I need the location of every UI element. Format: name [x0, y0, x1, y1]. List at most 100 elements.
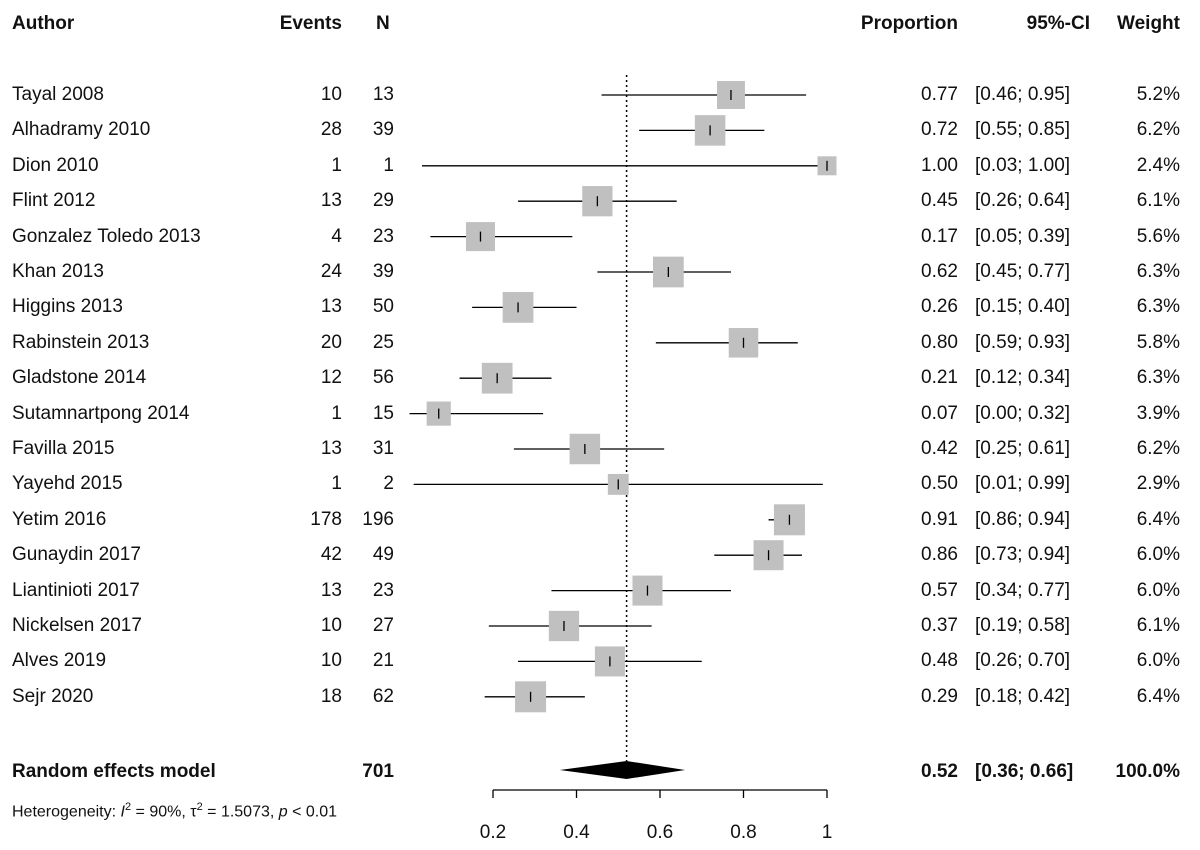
study-proportion: 0.07 [921, 402, 958, 424]
study-ci: [0.03; 1.00] [975, 154, 1071, 176]
summary-proportion: 0.52 [921, 761, 958, 782]
study-proportion: 0.86 [921, 544, 958, 566]
het-prefix: Heterogeneity: [12, 803, 121, 821]
het-i2-value: = 90%, [131, 803, 191, 821]
study-author: Sutamnartpong 2014 [12, 402, 190, 424]
study-n: 196 [362, 508, 394, 530]
heterogeneity-text: Heterogeneity: I2 = 90%, τ2 = 1.5073, p … [12, 796, 337, 823]
study-ci: [0.45; 0.77] [975, 261, 1071, 282]
study-author: Gladstone 2014 [12, 367, 147, 389]
het-tau-value: = 1.5073, [202, 803, 279, 821]
study-n: 50 [372, 296, 394, 318]
study-n: 29 [372, 190, 394, 212]
study-n: 25 [372, 331, 394, 353]
study-ci: [0.59; 0.93] [975, 331, 1071, 353]
study-events: 1 [331, 473, 342, 495]
study-n: 31 [372, 438, 394, 459]
study-weight: 6.2% [1136, 119, 1180, 141]
study-n: 23 [372, 579, 394, 601]
study-ci: [0.05; 0.39] [975, 225, 1071, 247]
study-weight: 6.3% [1136, 367, 1180, 389]
study-ci: [0.15; 0.40] [975, 296, 1071, 318]
study-n: 56 [372, 367, 394, 389]
study-n: 23 [372, 225, 394, 247]
study-proportion: 0.17 [921, 225, 958, 247]
x-tick-label: 0.4 [563, 822, 590, 843]
study-events: 13 [320, 438, 342, 459]
study-n: 27 [372, 615, 394, 636]
study-weight: 6.4% [1136, 508, 1180, 530]
study-proportion: 0.77 [921, 84, 958, 105]
het-tau-symbol: τ [190, 803, 197, 821]
study-author: Tayal 2008 [12, 84, 104, 105]
study-proportion: 0.29 [921, 685, 958, 707]
summary-weight: 100.0% [1115, 761, 1180, 782]
study-weight: 6.0% [1136, 544, 1180, 566]
study-ci: [0.55; 0.85] [975, 119, 1071, 141]
study-events: 42 [320, 544, 342, 566]
study-n: 13 [372, 84, 394, 105]
summary-ci: [0.36; 0.66] [975, 761, 1074, 782]
study-ci: [0.01; 0.99] [975, 473, 1071, 495]
study-author: Higgins 2013 [12, 296, 123, 318]
study-events: 4 [331, 225, 342, 247]
summary-diamond [559, 761, 686, 779]
het-tau-sup: 2 [196, 801, 203, 813]
study-weight: 6.3% [1136, 296, 1180, 318]
study-ci: [0.12; 0.34] [975, 367, 1071, 389]
x-tick-label: 0.2 [480, 822, 506, 843]
study-ci: [0.73; 0.94] [975, 544, 1071, 566]
study-author: Dion 2010 [12, 154, 99, 176]
study-ci: [0.19; 0.58] [975, 615, 1071, 636]
study-events: 1 [331, 154, 342, 176]
study-events: 10 [320, 650, 342, 672]
study-weight: 6.1% [1136, 190, 1180, 212]
study-author: Flint 2012 [12, 190, 96, 212]
study-author: Nickelsen 2017 [12, 615, 142, 636]
study-proportion: 0.45 [921, 190, 958, 212]
study-weight: 6.0% [1136, 650, 1180, 672]
study-author: Favilla 2015 [12, 438, 115, 459]
study-ci: [0.26; 0.64] [975, 190, 1071, 212]
header-proportion: Proportion [860, 13, 958, 34]
study-proportion: 0.57 [921, 579, 958, 601]
het-p-symbol: p [278, 803, 288, 821]
study-events: 13 [320, 296, 342, 318]
study-weight: 6.3% [1136, 261, 1180, 282]
study-author: Alhadramy 2010 [12, 119, 151, 141]
study-author: Gunaydin 2017 [12, 544, 141, 566]
study-weight: 2.9% [1136, 473, 1180, 495]
study-weight: 5.2% [1136, 84, 1180, 105]
study-proportion: 0.62 [921, 261, 958, 282]
study-events: 20 [320, 331, 342, 353]
header-events: Events [279, 13, 342, 34]
x-tick-label: 1 [822, 822, 833, 843]
study-author: Yetim 2016 [12, 508, 107, 530]
study-proportion: 0.48 [921, 650, 958, 672]
x-tick-label: 0.8 [730, 822, 756, 843]
x-tick-label: 0.6 [647, 822, 673, 843]
study-weight: 6.2% [1136, 438, 1180, 459]
study-ci: [0.18; 0.42] [975, 685, 1071, 707]
het-i2-symbol: I [120, 803, 125, 821]
study-weight: 5.8% [1136, 331, 1180, 353]
study-author: Alves 2019 [12, 650, 107, 672]
study-weight: 2.4% [1136, 154, 1180, 176]
study-events: 10 [320, 84, 342, 105]
study-n: 21 [372, 650, 394, 672]
study-ci: [0.86; 0.94] [975, 508, 1071, 530]
header-weight: Weight [1117, 13, 1180, 34]
study-ci: [0.25; 0.61] [975, 438, 1071, 459]
study-weight: 6.4% [1136, 685, 1180, 707]
study-author: Rabinstein 2013 [12, 331, 150, 353]
study-weight: 6.1% [1136, 615, 1180, 636]
header-ci: 95%-CI [1026, 13, 1090, 34]
study-events: 12 [320, 367, 342, 389]
study-events: 28 [320, 119, 342, 141]
study-events: 13 [320, 579, 342, 601]
study-n: 2 [383, 473, 394, 495]
study-proportion: 0.72 [921, 119, 958, 141]
study-author: Khan 2013 [12, 261, 104, 282]
het-i2-sup: 2 [124, 801, 132, 813]
study-events: 24 [320, 261, 342, 282]
